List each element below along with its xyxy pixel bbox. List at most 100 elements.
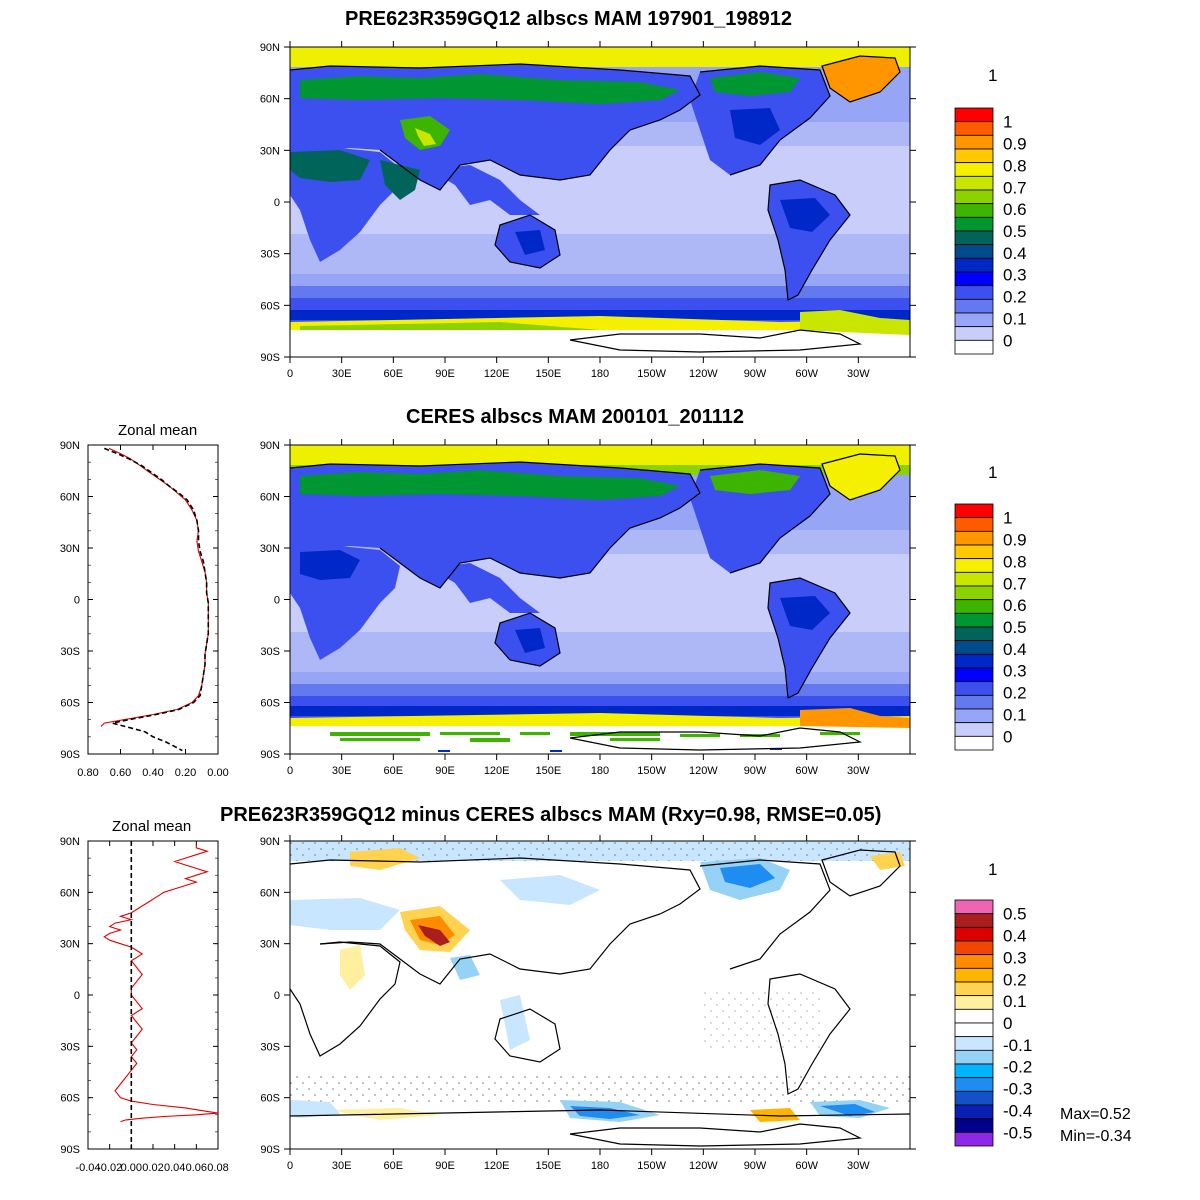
lon-tick-label: 30E: [332, 765, 352, 777]
lat-tick-label: 30N: [260, 145, 280, 157]
colorbar-label: 0.8: [1003, 552, 1027, 571]
colorbar-swatch: [954, 121, 994, 136]
obs-zonal-title: Zonal mean: [118, 422, 198, 439]
zonal-value-tick-label: -0.04: [75, 1162, 100, 1174]
zonal-lat-tick-label: 90S: [60, 1144, 80, 1156]
colorbar-swatch: [954, 503, 994, 519]
zonal-value-tick-label: 0.40: [142, 767, 163, 779]
lon-tick-label: 60W: [795, 1160, 818, 1172]
colorbar-swatch: [954, 612, 994, 628]
colorbar-label: 0.7: [1003, 178, 1027, 197]
colorbar-swatch: [954, 681, 994, 696]
colorbar-swatch: [954, 667, 994, 683]
lat-tick-label: 0: [274, 990, 280, 1002]
lon-tick-label: 120E: [484, 765, 510, 777]
model-map-title: PRE623R359GQ12 albscs MAM 197901_198912: [345, 8, 792, 30]
diff-map: [290, 841, 910, 1149]
zonal-lat-tick-label: 30N: [60, 939, 80, 951]
colorbar-swatch: [954, 899, 994, 915]
colorbar-swatch: [954, 339, 994, 355]
lon-tick-label: 30W: [847, 1160, 870, 1172]
lat-tick-label: 60S: [260, 300, 280, 312]
zonal-value-tick-label: 0.20: [175, 767, 196, 779]
colorbar-label: 0.3: [1003, 662, 1027, 681]
colorbar-swatch: [954, 640, 994, 655]
lat-tick-label: 30N: [260, 543, 280, 555]
colorbar-label: 0.5: [1003, 905, 1027, 924]
diff-zonal-title: Zonal mean: [112, 818, 192, 835]
lon-tick-label: 150E: [535, 765, 561, 777]
diff-map-title: PRE623R359GQ12 minus CERES albscs MAM (R…: [220, 804, 882, 826]
obs-colorbar: 1 0.9 0.8 0.7 0.6 0.5 0.4 0.3 0.2 0.1 0: [954, 503, 1027, 751]
map-axes: 0 30E 60E 90E 120E 150E 180 150W 120W 90W 60W 30W 90…: [260, 41, 916, 1172]
lon-tick-label: 90W: [744, 368, 767, 380]
lat-tick-label: 90N: [260, 836, 280, 848]
colorbar-label: 0.1: [1003, 705, 1027, 724]
colorbar-swatch: [954, 298, 994, 314]
zonal-lat-tick-label: 0: [74, 990, 80, 1002]
colorbar-swatch: [954, 735, 994, 751]
colorbar-swatch: [954, 203, 994, 218]
zonal-value-tick-label: 0.06: [186, 1162, 207, 1174]
colorbar-label: 1: [1003, 113, 1012, 132]
colorbar-swatch: [954, 626, 994, 642]
colorbar-label: 0.4: [1003, 244, 1027, 263]
lon-tick-label: 120W: [689, 368, 718, 380]
colorbar-label: 0.4: [1003, 927, 1027, 946]
obs-zonal-frame: [87, 444, 219, 755]
colorbar-label: 0.8: [1003, 156, 1027, 175]
zonal-lat-tick-label: 60N: [60, 492, 80, 504]
colorbar-label: 0.7: [1003, 574, 1027, 593]
colorbar-label: 0.2: [1003, 684, 1027, 703]
lon-tick-label: 90E: [435, 368, 455, 380]
zonal-lat-tick-label: 0: [74, 595, 80, 607]
lat-tick-label: 0: [274, 197, 280, 209]
zonal-lat-tick-label: 60S: [60, 1093, 80, 1105]
model-map: [290, 47, 910, 357]
colorbar-label: 0.6: [1003, 596, 1027, 615]
colorbar-swatch: [954, 517, 994, 532]
colorbar-swatch: [954, 708, 994, 724]
colorbar-label: 0: [1003, 1014, 1012, 1033]
colorbar-swatch: [954, 571, 994, 587]
colorbar-swatch: [954, 271, 994, 287]
colorbar-swatch: [954, 599, 994, 614]
colorbar-swatch: [954, 244, 994, 259]
colorbar-swatch: [954, 981, 994, 997]
colorbar-swatch: [954, 1008, 994, 1024]
zonal-series-line: [103, 844, 219, 1123]
lat-tick-label: 30S: [260, 646, 280, 658]
colorbar-swatch: [954, 175, 994, 191]
zonal-series-line: [104, 447, 210, 752]
stat-max: Max=0.52: [1060, 1106, 1131, 1123]
colorbar-label: 0.9: [1003, 531, 1027, 550]
colorbar-swatch: [954, 722, 994, 737]
obs-map: [290, 445, 910, 754]
colorbar-label: 1: [1003, 509, 1012, 528]
lat-tick-label: 30S: [260, 249, 280, 261]
colorbar-swatch: [954, 653, 994, 669]
lat-tick-label: 90S: [260, 1144, 280, 1156]
lon-tick-label: 60E: [384, 765, 404, 777]
colorbar-swatch: [954, 940, 994, 956]
colorbar-swatch: [954, 1118, 994, 1133]
zonal-value-tick-label: 0.00: [207, 767, 228, 779]
lat-tick-label: 90N: [260, 42, 280, 54]
diff-stats: Max=0.52 Min=-0.34: [1060, 1104, 1132, 1148]
colorbar-swatch: [954, 694, 994, 710]
lon-tick-label: 180: [591, 765, 609, 777]
colorbar-swatch: [954, 544, 994, 560]
colorbar-label: 0: [1003, 331, 1012, 350]
lon-tick-label: 120W: [689, 1160, 718, 1172]
lon-tick-label: 150W: [637, 765, 666, 777]
zonal-value-tick-label: 0.04: [164, 1162, 185, 1174]
model-units-label: 1: [988, 66, 998, 85]
colorbar-swatch: [954, 162, 994, 177]
colorbar-swatch: [954, 995, 994, 1010]
zonal-lat-tick-label: 90N: [60, 440, 80, 452]
lat-tick-label: 30N: [260, 939, 280, 951]
colorbar-swatch: [954, 530, 994, 546]
colorbar-label: 0.4: [1003, 640, 1027, 659]
colorbar-label: -0.3: [1003, 1080, 1032, 1099]
colorbar-swatch: [954, 926, 994, 942]
